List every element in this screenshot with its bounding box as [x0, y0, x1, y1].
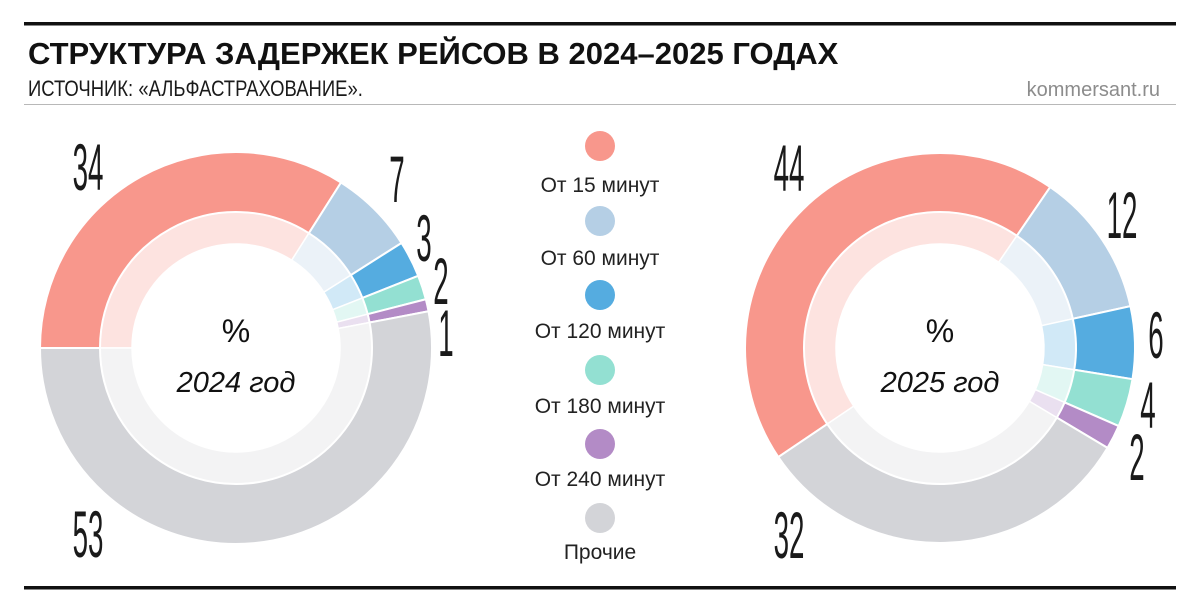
top-rule [24, 22, 1176, 26]
legend-label-from-15: От 15 минут [541, 174, 660, 197]
legend-swatch-from-120 [585, 280, 615, 310]
site-credit: kommersant.ru [1027, 79, 1160, 101]
value-label-2024-from-15: 34 [73, 130, 104, 204]
donut-2024-slice-0 [38, 151, 343, 349]
value-label-2025-from-15: 44 [774, 131, 805, 205]
donut-2025-slice-2 [1071, 304, 1136, 381]
legend-swatch-from-180 [585, 355, 615, 385]
chart-title: СТРУКТУРА ЗАДЕРЖЕК РЕЙСОВ В 2024–2025 ГО… [28, 35, 839, 71]
donut-2025 [744, 152, 1136, 544]
value-label-2025-other: 32 [774, 498, 805, 572]
donut-2025-year: 2025 год [880, 367, 1000, 399]
value-label-2025-from-240: 2 [1129, 420, 1144, 494]
value-label-2024-other: 53 [73, 497, 104, 571]
donut-2024-outer-ring [38, 151, 433, 545]
donut-2025-unit: % [926, 313, 954, 349]
value-label-2024-from-240: 1 [438, 296, 453, 370]
legend-swatch-from-15 [585, 131, 615, 161]
legend-label-from-60: От 60 минут [541, 247, 660, 270]
source-note-wrap: ИСТОЧНИК: «АЛЬФАСТРАХОВАНИЕ». [28, 78, 363, 102]
donut-2024-slice-5 [38, 310, 433, 545]
legend-swatch-other [585, 503, 615, 533]
legend-label-from-120: От 120 минут [535, 320, 666, 343]
source-note: ИСТОЧНИК: «АЛЬФАСТРАХОВАНИЕ». [28, 78, 363, 102]
donut-2024 [38, 151, 433, 545]
legend: От 15 минут От 60 минут От 120 минут От … [535, 131, 666, 564]
donut-2025-slice-0 [744, 152, 1052, 459]
donut-2025-inner-slice-2 [1040, 317, 1077, 371]
donut-2025-outer-ring [744, 152, 1136, 544]
donut-2024-unit: % [222, 313, 250, 349]
legend-label-from-240: От 240 минут [535, 468, 666, 491]
value-label-2024-from-60: 7 [389, 142, 404, 216]
value-label-2024-from-120: 3 [416, 201, 431, 275]
value-label-2025-from-120: 6 [1148, 298, 1163, 372]
donut-2024-year: 2024 год [176, 367, 296, 399]
legend-swatch-from-60 [585, 206, 615, 236]
bottom-rule [24, 586, 1176, 590]
value-label-2025-from-180: 4 [1140, 368, 1155, 442]
value-label-2025-from-60: 12 [1107, 178, 1138, 252]
legend-label-from-180: От 180 минут [535, 395, 666, 418]
donut-2025-slice-5 [776, 416, 1109, 544]
value-label-2024-from-180: 2 [433, 244, 448, 318]
header-divider [24, 104, 1176, 105]
legend-swatch-from-240 [585, 429, 615, 459]
legend-label-other: Прочие [564, 541, 636, 564]
